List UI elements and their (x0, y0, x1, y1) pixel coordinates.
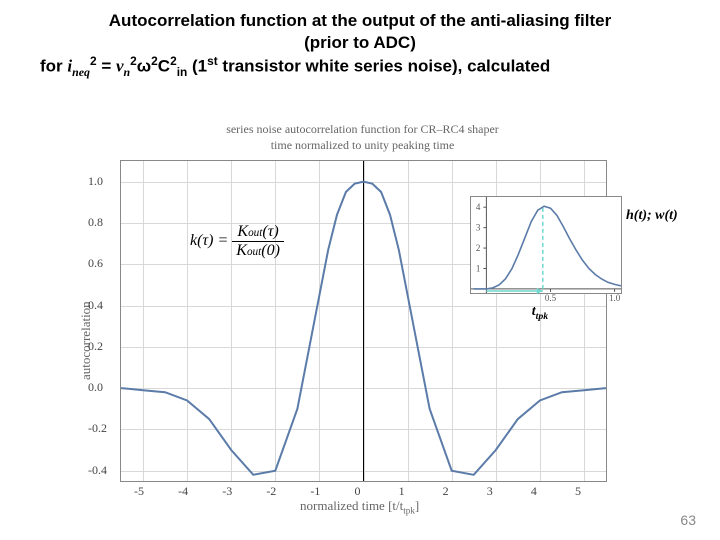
y-tick-label: 1.0 (88, 174, 103, 189)
inset-y-tick-label: 3 (476, 223, 481, 233)
inset-y-tick-label: 4 (476, 202, 481, 212)
title-line1: Autocorrelation function at the output o… (30, 10, 690, 32)
formula-suffix2: transistor white series noise), calculat… (218, 57, 551, 76)
y-tick-label: 0.0 (88, 380, 103, 395)
inset-label-ttpk: ttpk (532, 304, 548, 322)
inset-curve (474, 206, 621, 289)
formula-in: in (177, 65, 188, 79)
formula-sq2: 2 (130, 54, 137, 68)
k-num-sub: out (248, 227, 262, 239)
title-line2: (prior to ADC) (30, 32, 690, 54)
x-tick-label: -2 (266, 484, 276, 499)
k-formula: k(τ) = Kout(τ) Kout(0) (190, 223, 284, 260)
formula-sq4: 2 (170, 54, 177, 68)
formula-v: v (116, 57, 124, 76)
formula-suffix: (1 (192, 57, 207, 76)
formula-eq: = (101, 57, 116, 76)
slide: Autocorrelation function at the output o… (0, 0, 720, 540)
x-axis-label: normalized time [t/ttpk] (300, 498, 419, 516)
x-tick-label: 3 (487, 484, 493, 499)
x-tick-label: -4 (178, 484, 188, 499)
inset-label-hw: h(t); w(t) (626, 208, 678, 224)
x-tick-label: 5 (575, 484, 581, 499)
x-axis-label-end: ] (415, 498, 419, 513)
k-den-K: K (236, 242, 247, 259)
inset-plot: 12340.51.0 (470, 196, 622, 294)
inset-x-tick-label: 0.5 (545, 293, 557, 303)
k-den-sub: out (247, 246, 261, 258)
formula-omega: ω (137, 57, 151, 76)
formula-prefix: for (40, 57, 67, 76)
page-number: 63 (680, 512, 696, 528)
k-lhs: k(τ) = (190, 232, 232, 249)
k-frac: Kout(τ) Kout(0) (232, 223, 284, 260)
y-tick-label: -0.2 (88, 421, 107, 436)
y-tick-label: 0.2 (88, 339, 103, 354)
x-tick-label: -5 (134, 484, 144, 499)
chart-title-2: time normalized to unity peaking time (120, 138, 605, 153)
y-tick-label: 0.6 (88, 256, 103, 271)
x-tick-label: 1 (399, 484, 405, 499)
title-block: Autocorrelation function at the output o… (30, 10, 690, 81)
inset-x-tick-label: 1.0 (609, 293, 621, 303)
k-num-arg: (τ) (262, 223, 278, 240)
formula-st: st (207, 54, 218, 68)
x-tick-label: -3 (222, 484, 232, 499)
x-axis-label-sub: tpk (403, 506, 415, 516)
x-tick-label: 0 (355, 484, 361, 499)
x-tick-label: 4 (531, 484, 537, 499)
y-tick-label: 0.4 (88, 298, 103, 313)
k-num: Kout(τ) (232, 223, 284, 242)
x-axis-label-text: normalized time [t/t (300, 498, 403, 513)
y-tick-label: -0.4 (88, 463, 107, 478)
inset-y-tick-label: 2 (476, 243, 481, 253)
chart-title-1: series noise autocorrelation function fo… (120, 122, 605, 137)
k-den-arg: (0) (261, 242, 280, 259)
formula-neq: neq (72, 65, 90, 79)
formula-sq1: 2 (90, 54, 97, 68)
x-tick-label: -1 (310, 484, 320, 499)
ttpk-sub: tpk (536, 311, 549, 322)
formula-sq3: 2 (151, 54, 158, 68)
inset-chart-svg: 12340.51.0 (471, 197, 621, 293)
k-den: Kout(0) (232, 242, 284, 260)
y-tick-label: 0.8 (88, 215, 103, 230)
inset-y-tick-label: 1 (476, 263, 481, 273)
k-num-K: K (237, 223, 248, 240)
formula-line: for ineq2 = vn2ω2C2in (1st transistor wh… (40, 54, 690, 81)
x-tick-label: 2 (443, 484, 449, 499)
formula-C: C (158, 57, 170, 76)
